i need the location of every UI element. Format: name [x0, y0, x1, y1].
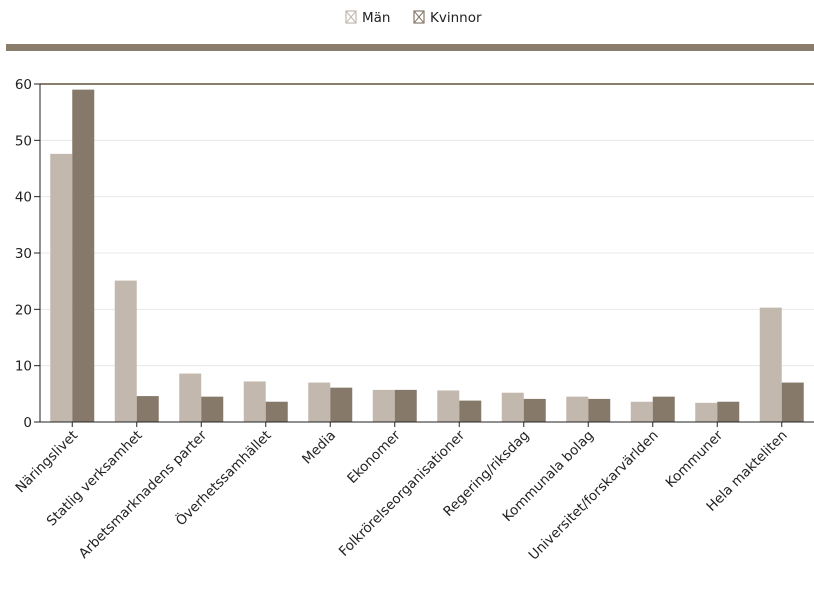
y-tick-label-50: 50: [15, 133, 32, 149]
y-tick-labels: 0 10 20 30 40 50 60: [15, 77, 32, 431]
bar-man-kommunala-bolag: [566, 396, 589, 422]
legend-swatch-hatch: [345, 10, 357, 24]
bar-kvinnor-overhetssamhallet: [265, 401, 288, 422]
legend-item-kvinnor: Kvinnor: [413, 10, 482, 26]
axes: [39, 84, 814, 423]
y-tick-label-30: 30: [15, 246, 32, 262]
legend: Män Kvinnor: [345, 10, 482, 26]
x-tick-label-kommuner: Kommuner: [663, 427, 727, 491]
bar-man-overhetssamhallet: [243, 381, 266, 422]
bar-kvinnor-kommuner: [717, 401, 740, 422]
bar-kvinnor-arbetsmarknadens-parter: [201, 396, 224, 422]
x-tick-label-ekonomer: Ekonomer: [344, 427, 404, 487]
x-tick-label-naringslivet: Näringslivet: [13, 428, 82, 497]
bar-kvinnor-statlig-verksamhet: [136, 396, 159, 422]
legend-label-kvinnor: Kvinnor: [430, 10, 482, 26]
bar-kvinnor-naringslivet: [72, 89, 95, 422]
bar-kvinnor-regering-riksdag: [523, 398, 546, 422]
bar-man-media: [308, 382, 331, 422]
bar-kvinnor-media: [330, 387, 353, 422]
bar-man-regering-riksdag: [501, 392, 524, 422]
x-tick-label-universitet-forskarvarlden: Universitet/forskarvärlden: [526, 428, 662, 564]
x-tick-label-media: Media: [299, 428, 339, 468]
bar-man-statlig-verksamhet: [114, 280, 137, 422]
bar-man-hela-makteliten: [759, 307, 782, 422]
x-tick-label-folkrorelseorganisationer: Folkrörelseorganisationer: [336, 427, 469, 560]
y-tick-label-20: 20: [15, 302, 32, 318]
y-tick-label-10: 10: [15, 359, 32, 375]
bar-kvinnor-kommunala-bolag: [588, 398, 611, 422]
bars: [50, 89, 804, 422]
y-tick-label-40: 40: [15, 190, 32, 206]
legend-item-man: Män: [345, 10, 390, 26]
gridlines: [34, 83, 814, 423]
bar-man-kommuner: [695, 402, 718, 422]
bar-man-folkrorelseorganisationer: [437, 390, 460, 422]
x-tick-label-arbetsmarknadens-parter: Arbetsmarknadens parter: [76, 427, 211, 562]
bar-kvinnor-ekonomer: [394, 389, 417, 422]
bar-man-arbetsmarknadens-parter: [179, 373, 202, 422]
legend-label-man: Män: [362, 10, 390, 26]
legend-swatch-hatch: [413, 10, 425, 24]
bar-man-universitet-forskarvarlden: [630, 401, 653, 422]
y-tick-label-60: 60: [15, 77, 32, 93]
bar-man-ekonomer: [372, 389, 395, 422]
bar-kvinnor-folkrorelseorganisationer: [459, 400, 482, 422]
bar-kvinnor-universitet-forskarvarlden: [652, 396, 675, 422]
header-band: [6, 44, 814, 51]
y-tick-label-0: 0: [23, 415, 32, 431]
bar-man-naringslivet: [50, 153, 73, 422]
bar-kvinnor-hela-makteliten: [781, 382, 804, 422]
